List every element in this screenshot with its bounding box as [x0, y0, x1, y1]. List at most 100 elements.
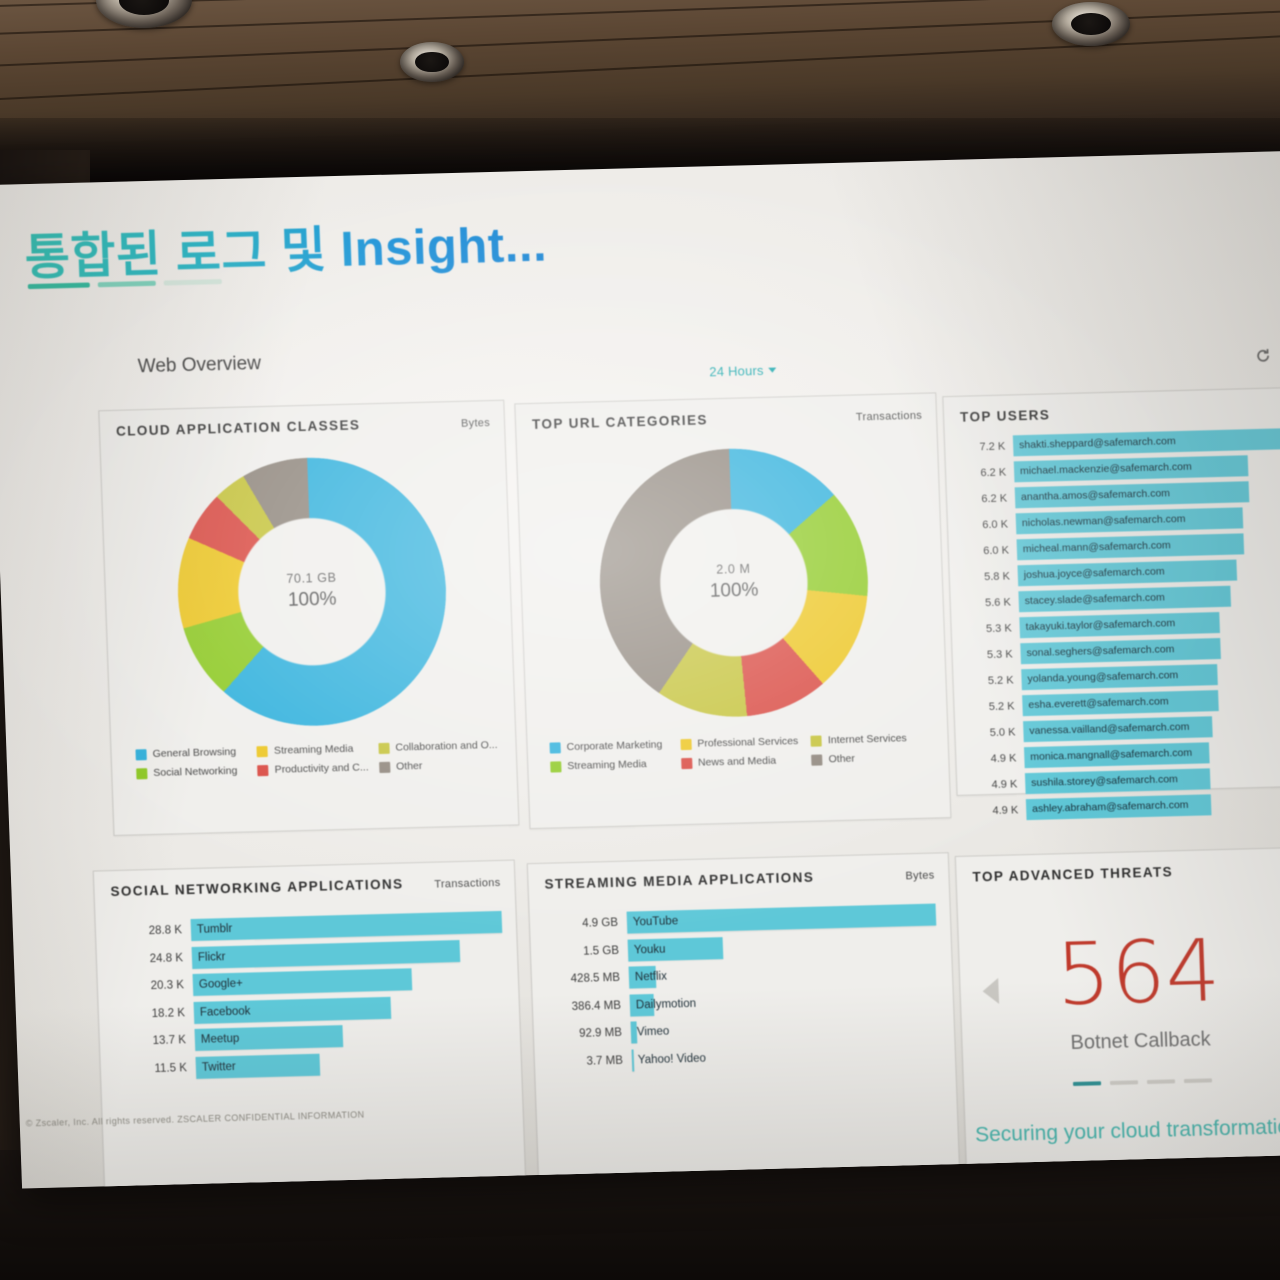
legend-item[interactable]: Streaming Media [550, 757, 671, 772]
bar-track: Vimeo [630, 1013, 941, 1044]
threat-name: Botnet Callback [1070, 1028, 1211, 1055]
table-row[interactable]: 4.9 K ashley.abraham@safemarch.com [972, 792, 1280, 822]
bar-value-label: 4.9 K [990, 751, 1017, 765]
table-row[interactable]: 5.3 K sonal.seghers@safemarch.com [966, 636, 1280, 666]
bar-track: micheal.mann@safemarch.com [1016, 532, 1280, 561]
carousel-dot[interactable] [1072, 1081, 1101, 1086]
bar-track: monica.mangnall@safemarch.com [1023, 740, 1280, 769]
bar-value-label: 5.2 K [987, 673, 1014, 687]
bar-value-label: 92.9 MB [578, 1026, 623, 1040]
legend-item[interactable]: Professional Services [680, 735, 801, 750]
dashboard-slide: 통합된 로그 및 Insight... Web Overview 24 Hour… [0, 151, 1280, 1189]
bar-value-label: 28.8 K [148, 924, 183, 938]
bar-value-label: 7.2 K [979, 440, 1006, 453]
table-row[interactable]: 13.7 K Meetup [114, 1021, 507, 1053]
table-row[interactable]: 92.9 MB Vimeo [550, 1013, 941, 1045]
bar-category-label: stacey.slade@safemarch.com [1024, 591, 1165, 608]
bar-category-label: Yahoo! Video [637, 1052, 707, 1066]
bar-value-label: 13.7 K [152, 1034, 187, 1048]
legend-item[interactable]: Collaboration and O... [378, 739, 498, 754]
legend-top-url-categories: Corporate Marketing Professional Services… [549, 732, 932, 773]
card-top-url-categories: TOP URL CATEGORIES Transactions 2.0 M 10… [514, 392, 952, 830]
bar-category-label: sonal.seghers@safemarch.com [1026, 643, 1175, 660]
bar-category-label: sushila.storey@safemarch.com [1031, 773, 1179, 789]
bar-category-label: Youku [633, 943, 666, 956]
bar-value-label: 386.4 MB [571, 999, 622, 1013]
table-row[interactable]: 4.9 GB YouTube [546, 903, 937, 936]
table-row[interactable]: 1.5 GB Youku [547, 931, 938, 963]
card-cloud-application-classes: CLOUD APPLICATION CLASSES Bytes 70.1 GB … [98, 399, 520, 837]
bar-track: Google+ [192, 966, 505, 996]
legend-item[interactable]: Streaming Media [256, 742, 369, 757]
bar-value-label: 4.9 K [992, 803, 1019, 817]
card-unit-label: Transactions [855, 409, 923, 424]
legend-label: News and Media [697, 754, 777, 769]
table-row[interactable]: 28.8 K Tumblr [110, 910, 503, 943]
carousel-dot[interactable] [1183, 1078, 1212, 1084]
legend-item[interactable]: Social Networking [136, 765, 248, 780]
legend-label: Productivity and C... [274, 761, 369, 776]
legend-item[interactable]: Corporate Marketing [549, 738, 670, 753]
refresh-icon[interactable] [1255, 348, 1272, 364]
bar-value-label: 20.3 K [150, 979, 185, 993]
table-row[interactable]: 6.0 K nicholas.newman@safemarch.com [962, 506, 1280, 536]
legend-swatch [810, 734, 823, 747]
table-row[interactable]: 6.2 K michael.mackenzie@safemarch.com [960, 454, 1280, 484]
legend-item[interactable]: General Browsing [135, 746, 247, 761]
bar-category-label: Vimeo [636, 1025, 670, 1039]
bar-value-label: 18.2 K [151, 1006, 186, 1020]
table-row[interactable]: 5.8 K joshua.joyce@safemarch.com [963, 558, 1280, 588]
bar-category-label: Netflix [634, 970, 668, 984]
bar-category-label: esha.everett@safemarch.com [1028, 695, 1169, 712]
bar-category-label: joshua.joyce@safemarch.com [1023, 565, 1165, 582]
table-row[interactable]: 5.2 K yolanda.young@safemarch.com [967, 662, 1280, 692]
legend-label: General Browsing [152, 745, 237, 760]
table-row[interactable]: 24.8 K Flickr [111, 938, 504, 970]
carousel-indicator[interactable] [964, 1076, 1280, 1089]
donut-chart-top-url-categories: 2.0 M 100% [595, 445, 873, 721]
card-unit-label: Bytes [905, 869, 935, 883]
time-range-dropdown[interactable]: 24 Hours [709, 363, 777, 379]
bar-track: sushila.storey@safemarch.com [1024, 766, 1280, 795]
table-row[interactable]: 18.2 K Facebook [113, 993, 506, 1025]
bar-category-label: Facebook [199, 1005, 251, 1019]
table-row[interactable]: 4.9 K sushila.storey@safemarch.com [971, 766, 1280, 796]
bar-track: sonal.seghers@safemarch.com [1020, 636, 1280, 665]
carousel-dot[interactable] [1109, 1080, 1138, 1086]
table-row[interactable]: 6.0 K micheal.mann@safemarch.com [963, 532, 1280, 562]
table-row[interactable]: 428.5 MB Netflix [548, 958, 939, 990]
legend-label: Streaming Media [567, 758, 647, 773]
legend-item[interactable]: Internet Services [810, 732, 932, 747]
table-row[interactable]: 7.2 K shakti.sheppard@safemarch.com [959, 428, 1280, 458]
carousel-dot[interactable] [1146, 1079, 1175, 1085]
legend-swatch [549, 741, 561, 754]
table-row[interactable]: 11.5 K Twitter [115, 1048, 508, 1080]
legend-item[interactable]: Other [811, 751, 932, 766]
legend-swatch [378, 761, 391, 773]
bar-value-label: 5.8 K [983, 569, 1011, 583]
bar-track: nicholas.newman@safemarch.com [1015, 506, 1280, 535]
table-row[interactable]: 3.7 MB Yahoo! Video [551, 1041, 942, 1073]
table-row[interactable]: 5.6 K stacey.slade@safemarch.com [964, 584, 1280, 614]
legend-label: Internet Services [827, 732, 907, 747]
legend-item[interactable]: Other [378, 758, 499, 773]
legend-label: Collaboration and O... [395, 738, 498, 754]
bar-track: Tumblr [190, 910, 503, 942]
bar-category-label: vanessa.vailland@safemarch.com [1029, 720, 1190, 738]
page-title: 통합된 로그 및 Insight... [23, 205, 548, 290]
legend-swatch [378, 742, 390, 754]
table-row[interactable]: 5.2 K esha.everett@safemarch.com [968, 688, 1280, 718]
bar-track: Netflix [628, 958, 939, 989]
bar-track: Meetup [194, 1021, 507, 1051]
donut-center-label: 2.0 M 100% [599, 558, 868, 608]
table-row[interactable]: 20.3 K Google+ [112, 966, 505, 998]
bar-value-label: 5.3 K [985, 621, 1012, 635]
table-row[interactable]: 5.0 K vanessa.vailland@safemarch.com [969, 714, 1280, 744]
table-row[interactable]: 6.2 K anantha.amos@safemarch.com [961, 480, 1280, 510]
table-row[interactable]: 4.9 K monica.mangnall@safemarch.com [970, 740, 1280, 770]
legend-item[interactable]: News and Media [680, 754, 802, 769]
table-row[interactable]: 5.3 K takayuki.taylor@safemarch.com [965, 610, 1280, 640]
legend-item[interactable]: Productivity and C... [257, 761, 370, 776]
table-row[interactable]: 386.4 MB Dailymotion [549, 986, 940, 1018]
bar-track: takayuki.taylor@safemarch.com [1019, 610, 1280, 639]
